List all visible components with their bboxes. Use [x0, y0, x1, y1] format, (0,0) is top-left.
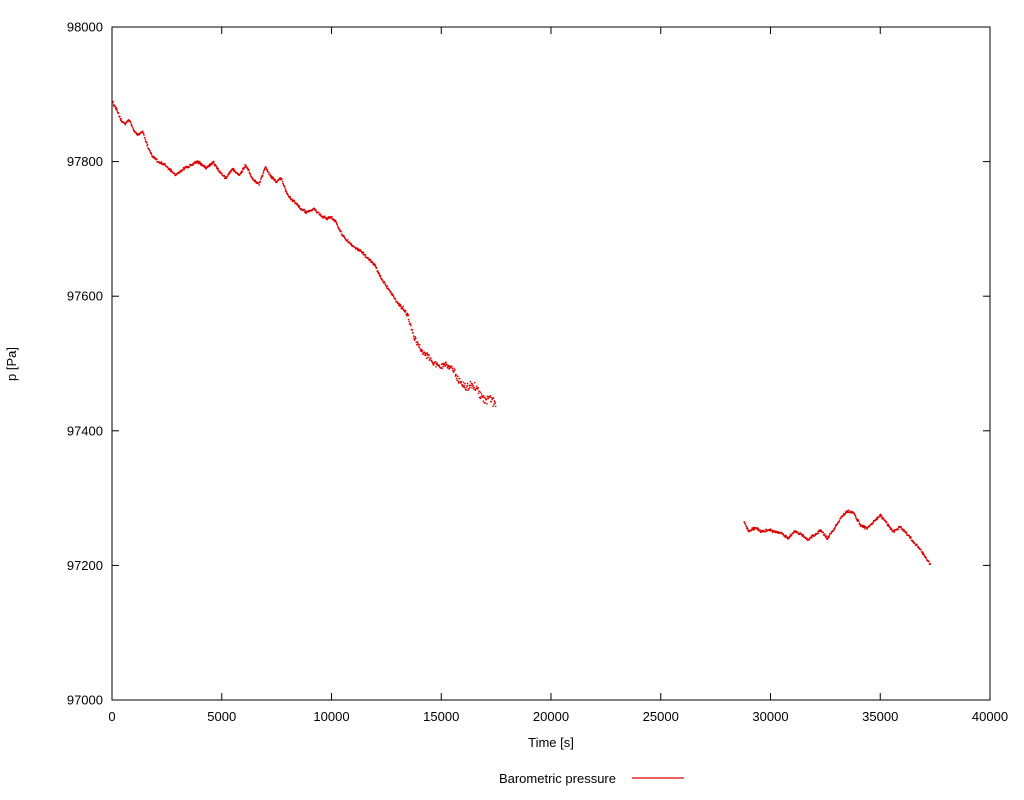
x-tick-label: 10000 [313, 709, 349, 724]
y-tick-label: 97600 [67, 289, 103, 304]
x-tick-label: 30000 [752, 709, 788, 724]
x-tick-label: 35000 [862, 709, 898, 724]
x-axis-label: Time [s] [528, 735, 574, 750]
x-tick-label: 5000 [207, 709, 236, 724]
plot-border [111, 26, 991, 701]
y-tick-label: 97000 [67, 693, 103, 708]
x-tick-label: 20000 [533, 709, 569, 724]
legend: Barometric pressure [499, 771, 684, 786]
y-axis-label: p [Pa] [4, 347, 19, 381]
legend-label: Barometric pressure [499, 771, 616, 786]
x-tick-label: 40000 [972, 709, 1008, 724]
axes: 0 5000 10000 15000 20000 25000 30000 35000 40000… [67, 20, 1008, 725]
x-tick-label: 0 [108, 709, 115, 724]
y-tick-label: 97400 [67, 423, 103, 438]
series-points [743, 509, 932, 566]
y-tick-label: 98000 [67, 20, 103, 35]
y-tick-label: 97200 [67, 558, 103, 573]
data-series [111, 100, 932, 566]
y-tick-label: 97800 [67, 154, 103, 169]
series-points [111, 100, 497, 408]
x-tick-label: 15000 [423, 709, 459, 724]
x-tick-label: 25000 [643, 709, 679, 724]
